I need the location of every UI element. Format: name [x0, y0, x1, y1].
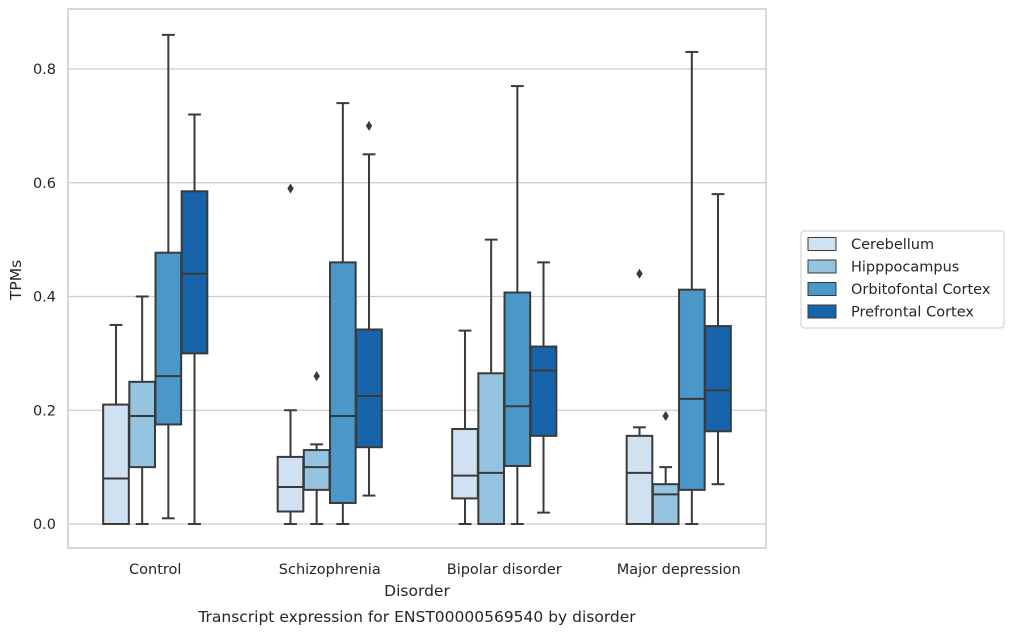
legend-swatch — [807, 259, 837, 274]
x-tick-label: Major depression — [617, 562, 741, 578]
outlier-point — [636, 268, 643, 279]
box-iqr — [529, 345, 558, 437]
legend-label: Cerebellum — [851, 237, 934, 253]
box-iqr — [477, 372, 505, 525]
x-tick-label: Control — [129, 562, 181, 578]
legend-swatch — [807, 237, 837, 251]
box-iqr — [102, 403, 130, 525]
box-iqr — [180, 190, 209, 355]
box-hipppocampus — [128, 295, 156, 525]
box-prefrontal-cortex — [529, 261, 558, 514]
box-iqr — [128, 380, 156, 469]
legend-label: Prefrontal Cortex — [851, 305, 974, 321]
box-iqr — [503, 291, 532, 467]
box-orbitofontal-cortex — [678, 50, 706, 525]
box-iqr — [329, 261, 357, 504]
y-tick-label: 0.2 — [33, 403, 56, 419]
outlier-point — [287, 183, 294, 194]
outlier-point — [313, 371, 320, 382]
box-iqr — [625, 434, 654, 525]
box-hipppocampus — [651, 410, 680, 525]
legend-swatch — [807, 282, 837, 296]
box-iqr — [704, 325, 732, 433]
box-prefrontal-cortex — [355, 120, 383, 497]
outlier-point — [365, 120, 373, 131]
y-axis-ticks: 0.0 0.2 0.4 0.6 0.8 — [33, 62, 56, 533]
box-cerebellum — [625, 268, 654, 525]
y-tick-label: 0.6 — [33, 176, 56, 192]
y-tick-label: 0.0 — [33, 517, 56, 533]
box-prefrontal-cortex — [180, 113, 209, 525]
box-iqr — [302, 449, 331, 491]
y-tick-label: 0.4 — [33, 290, 56, 306]
box-iqr — [276, 455, 305, 513]
x-axis-title: Disorder — [384, 582, 450, 600]
box-hipppocampus — [302, 371, 331, 525]
box-hipppocampus — [477, 238, 505, 525]
box-cerebellum — [102, 323, 130, 525]
x-axis-ticks: Control Schizophrenia Bipolar disorder Majo… — [129, 562, 741, 578]
legend: Cerebellum Hipppocampus Orbitofontal Corte… — [800, 230, 1005, 329]
legend-frame — [800, 230, 1005, 329]
box-orbitofontal-cortex — [154, 33, 183, 520]
x-tick-label: Bipolar disorder — [447, 562, 562, 578]
plot-area-frame — [67, 8, 767, 549]
box-iqr — [154, 251, 183, 426]
box-orbitofontal-cortex — [329, 102, 357, 525]
legend-label: Orbitofontal Cortex — [851, 282, 991, 298]
box-iqr — [451, 428, 479, 500]
legend-label: Hipppocampus — [851, 260, 959, 276]
outlier-point — [662, 410, 669, 421]
box-cerebellum — [451, 329, 479, 525]
box-cerebellum — [276, 183, 305, 525]
chart-caption: Transcript expression for ENST0000056954… — [197, 608, 636, 626]
box-iqr — [678, 288, 706, 491]
y-axis-title: TPMs — [7, 260, 25, 301]
box-prefrontal-cortex — [704, 193, 732, 486]
box-orbitofontal-cortex — [503, 85, 532, 525]
box-series — [102, 33, 732, 525]
x-tick-label: Schizophrenia — [279, 562, 381, 578]
box-iqr — [355, 328, 383, 449]
legend-swatch — [807, 304, 837, 319]
box-iqr — [651, 483, 680, 525]
y-tick-label: 0.8 — [33, 62, 56, 78]
